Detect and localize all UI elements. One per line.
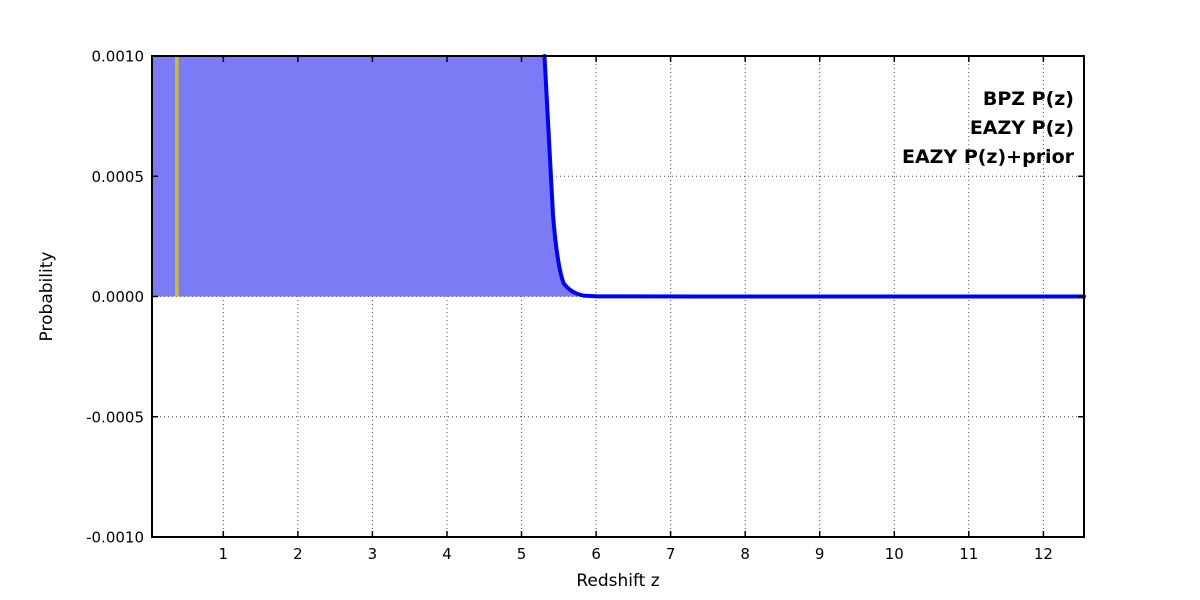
x-tick-label: 4: [442, 545, 452, 563]
x-tick-label: 7: [666, 545, 676, 563]
y-tick-label: 0.0000: [92, 288, 145, 306]
y-tick-marks: [152, 55, 1084, 538]
x-tick-label: 12: [1034, 545, 1053, 563]
y-axis-title: Probability: [37, 252, 57, 342]
x-tick-label: 5: [517, 545, 527, 563]
legend: BPZ P(z) EAZY P(z) EAZY P(z)+prior: [902, 88, 1075, 168]
legend-entry-eazy: EAZY P(z): [970, 117, 1074, 139]
y-tick-label: 0.0005: [92, 168, 145, 186]
bpz-fill-area: [152, 56, 1084, 297]
y-tick-label: -0.0005: [86, 408, 144, 426]
legend-entry-bpz: BPZ P(z): [983, 88, 1074, 110]
x-tick-label: 8: [740, 545, 750, 563]
x-axis-title: Redshift z: [576, 571, 659, 591]
x-tick-labels: 1 2 3 4 5 6 7 8 9 10 11 12: [219, 545, 1053, 563]
x-tick-label: 10: [885, 545, 904, 563]
bpz-curve: [542, 54, 1086, 299]
x-tick-label: 3: [368, 545, 378, 563]
x-tick-marks: [222, 56, 1045, 537]
x-tick-label: 1: [219, 545, 229, 563]
x-tick-label: 9: [815, 545, 825, 563]
x-tick-label: 6: [591, 545, 601, 563]
x-tick-label: 2: [293, 545, 303, 563]
legend-entry-eazy-prior: EAZY P(z)+prior: [902, 146, 1075, 168]
y-tick-label: -0.0010: [86, 529, 144, 547]
y-tick-labels: 0.0010 0.0005 0.0000 -0.0005 -0.0010: [86, 48, 144, 547]
x-tick-label: 11: [959, 545, 978, 563]
y-tick-label: 0.0010: [92, 48, 145, 66]
